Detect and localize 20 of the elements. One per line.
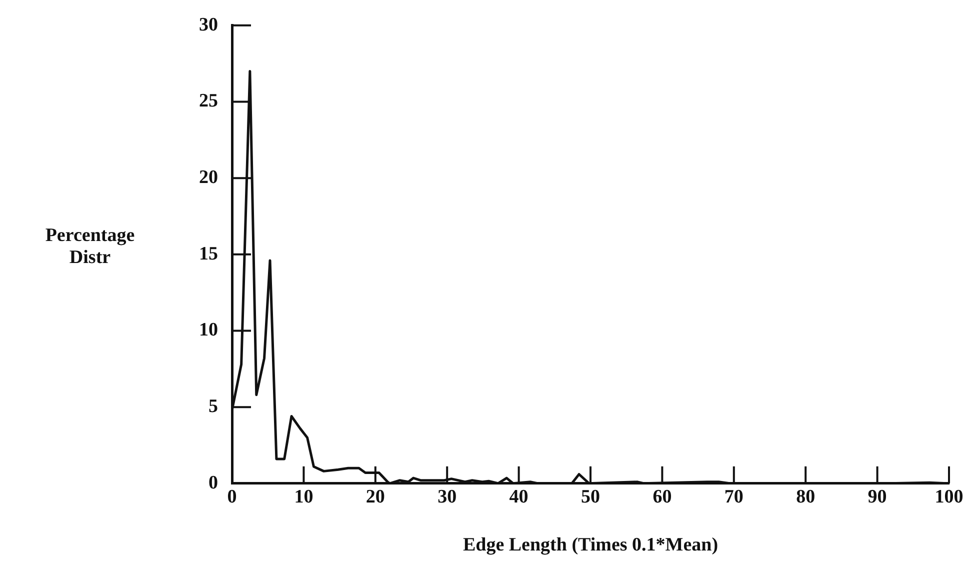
x-tick-label: 20	[366, 486, 385, 508]
y-tick-label: 5	[208, 396, 218, 417]
x-tick-label: 0	[227, 486, 237, 508]
y-tick-label: 30	[199, 14, 218, 36]
x-tick-label: 100	[934, 486, 964, 508]
y-tick-label: 0	[208, 472, 218, 494]
x-tick-label: 40	[509, 486, 528, 508]
y-tick-label: 10	[199, 320, 218, 341]
x-tick-label: 50	[581, 486, 600, 508]
x-tick-label: 30	[438, 486, 457, 508]
y-tick-label: 15	[199, 243, 218, 264]
y-axis-title: Percentage Distr	[44, 225, 136, 269]
x-axis-title: Edge Length (Times 0.1*Mean)	[462, 534, 718, 556]
x-tick-label: 70	[724, 486, 744, 508]
x-tick-label: 80	[796, 486, 816, 508]
x-tick-label: 10	[294, 486, 314, 508]
y-tick-label: 25	[199, 90, 218, 112]
y-tick-label: 20	[199, 166, 218, 188]
x-tick-label: 90	[868, 486, 887, 508]
x-tick-label: 60	[652, 486, 672, 508]
